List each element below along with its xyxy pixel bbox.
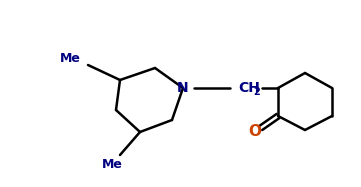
Text: CH: CH xyxy=(238,81,260,95)
Text: N: N xyxy=(177,81,189,95)
Text: Me: Me xyxy=(60,51,81,65)
Text: 2: 2 xyxy=(253,87,260,97)
Text: Me: Me xyxy=(101,159,122,171)
Text: O: O xyxy=(248,125,261,140)
